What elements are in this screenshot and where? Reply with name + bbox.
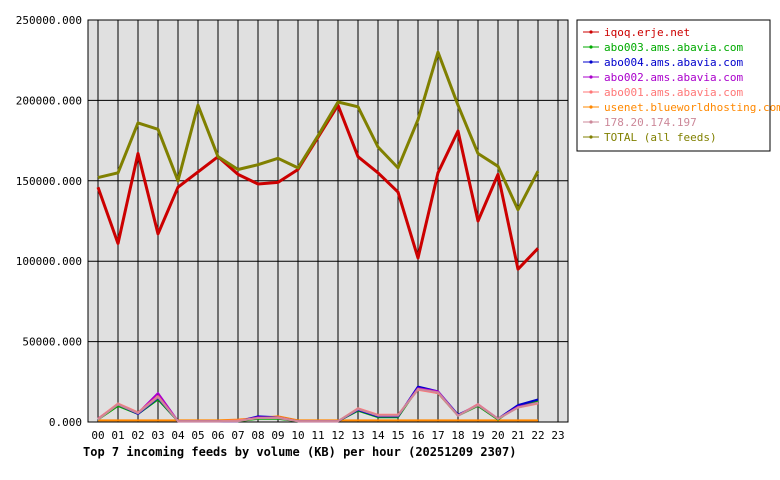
x-tick-label: 21 bbox=[511, 429, 524, 442]
x-tick-label: 12 bbox=[331, 429, 344, 442]
legend-entry: 178.20.174.197 bbox=[604, 116, 697, 129]
y-tick-label: 200000.000 bbox=[16, 94, 82, 107]
legend-entry: abo001.ams.abavia.com bbox=[604, 86, 743, 99]
y-tick-label: 150000.000 bbox=[16, 175, 82, 188]
x-axis: 00 01 02 03 04 05 06 07 08 09 10 11 12 13 14 15 16 17 18 19… bbox=[91, 429, 564, 442]
y-tick-label: 50000.000 bbox=[22, 336, 82, 349]
legend: iqoq.erje.net abo003.ams.abavia.com abo004… bbox=[576, 19, 780, 152]
x-tick-label: 15 bbox=[391, 429, 404, 442]
y-tick-label: 250000.000 bbox=[16, 14, 82, 27]
legend-marker bbox=[589, 30, 593, 34]
x-tick-label: 04 bbox=[171, 429, 185, 442]
legend-entry: abo004.ams.abavia.com bbox=[604, 56, 743, 69]
x-tick-label: 09 bbox=[271, 429, 284, 442]
x-tick-label: 11 bbox=[311, 429, 324, 442]
series-lines bbox=[96, 50, 540, 423]
legend-box bbox=[576, 19, 771, 152]
legend-entry: usenet.blueworldhosting.com bbox=[604, 101, 780, 114]
x-tick-label: 10 bbox=[291, 429, 304, 442]
x-tick-label: 18 bbox=[451, 429, 464, 442]
x-tick-label: 13 bbox=[351, 429, 364, 442]
x-tick-label: 22 bbox=[531, 429, 544, 442]
grid bbox=[88, 19, 568, 423]
legend-marker bbox=[589, 105, 593, 109]
x-tick-label: 20 bbox=[491, 429, 504, 442]
x-tick-label: 07 bbox=[231, 429, 244, 442]
x-tick-label: 05 bbox=[191, 429, 204, 442]
x-tick-label: 06 bbox=[211, 429, 224, 442]
x-tick-label: 02 bbox=[131, 429, 144, 442]
x-tick-label: 03 bbox=[151, 429, 164, 442]
y-axis: 0.000 50000.000 100000.000 150000.000 200000… bbox=[16, 14, 82, 429]
legend-entry: abo002.ams.abavia.com bbox=[604, 71, 743, 84]
chart-title: Top 7 incoming feeds by volume (KB) per … bbox=[83, 445, 516, 459]
x-tick-label: 00 bbox=[91, 429, 104, 442]
legend-marker bbox=[589, 90, 593, 94]
legend-marker bbox=[589, 135, 593, 139]
x-tick-label: 16 bbox=[411, 429, 424, 442]
legend-entry: iqoq.erje.net bbox=[604, 26, 690, 39]
x-tick-label: 14 bbox=[371, 429, 385, 442]
series-line-6 bbox=[97, 388, 539, 423]
x-tick-label: 19 bbox=[471, 429, 484, 442]
x-tick-label: 23 bbox=[551, 429, 564, 442]
legend-entry: TOTAL (all feeds) bbox=[604, 131, 717, 144]
legend-marker bbox=[589, 60, 593, 64]
plot-area bbox=[87, 19, 569, 423]
series-line-0 bbox=[96, 103, 540, 271]
x-tick-label: 08 bbox=[251, 429, 264, 442]
legend-entry: abo003.ams.abavia.com bbox=[604, 41, 743, 54]
y-tick-label: 100000.000 bbox=[16, 255, 82, 268]
series-line-7 bbox=[97, 50, 540, 212]
legend-marker bbox=[589, 120, 593, 124]
x-tick-label: 01 bbox=[111, 429, 124, 442]
x-tick-label: 17 bbox=[431, 429, 444, 442]
y-tick-label: 0.000 bbox=[49, 416, 82, 429]
legend-marker bbox=[589, 45, 593, 49]
legend-marker bbox=[589, 75, 593, 79]
